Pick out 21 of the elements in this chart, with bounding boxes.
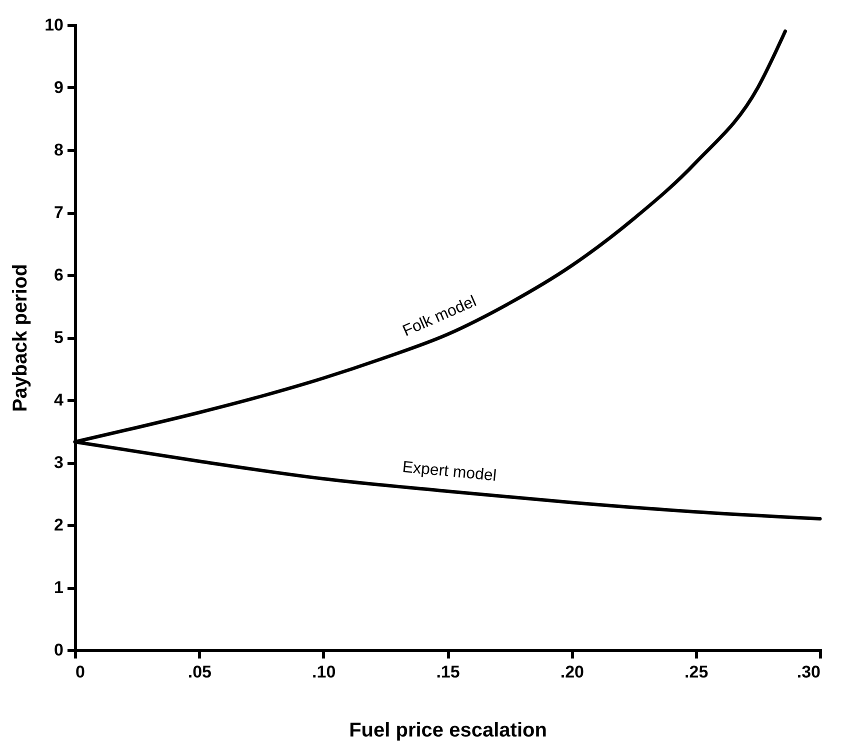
y-tick-label: 7 [54, 203, 64, 222]
y-tick-label: 9 [54, 78, 64, 97]
text: Expert model [402, 458, 498, 485]
y-tick-label: 3 [54, 453, 64, 472]
y-tick-label: 10 [44, 16, 64, 34]
x-tick-label: .25 [684, 662, 708, 682]
y-tick-label: 2 [54, 516, 64, 534]
x-tick-label: .10 [312, 662, 336, 682]
x-tick-label: 0 [76, 662, 85, 682]
y-tick-label: 0 [54, 640, 64, 660]
y-tick-label: 5 [54, 328, 64, 347]
y-tick-label: 1 [54, 578, 64, 597]
y-axis-title: Payback period [10, 264, 32, 412]
y-tick-label: 6 [54, 266, 64, 284]
x-axis-title: Fuel price escalation [349, 720, 547, 742]
y-tick-label: 8 [54, 140, 64, 160]
x-tick-label: .30 [796, 662, 820, 682]
x-tick-label: .15 [436, 662, 460, 682]
x-tick-label: .05 [188, 662, 212, 682]
x-tick-label: .20 [560, 662, 584, 682]
y-tick-label: 4 [54, 390, 64, 410]
